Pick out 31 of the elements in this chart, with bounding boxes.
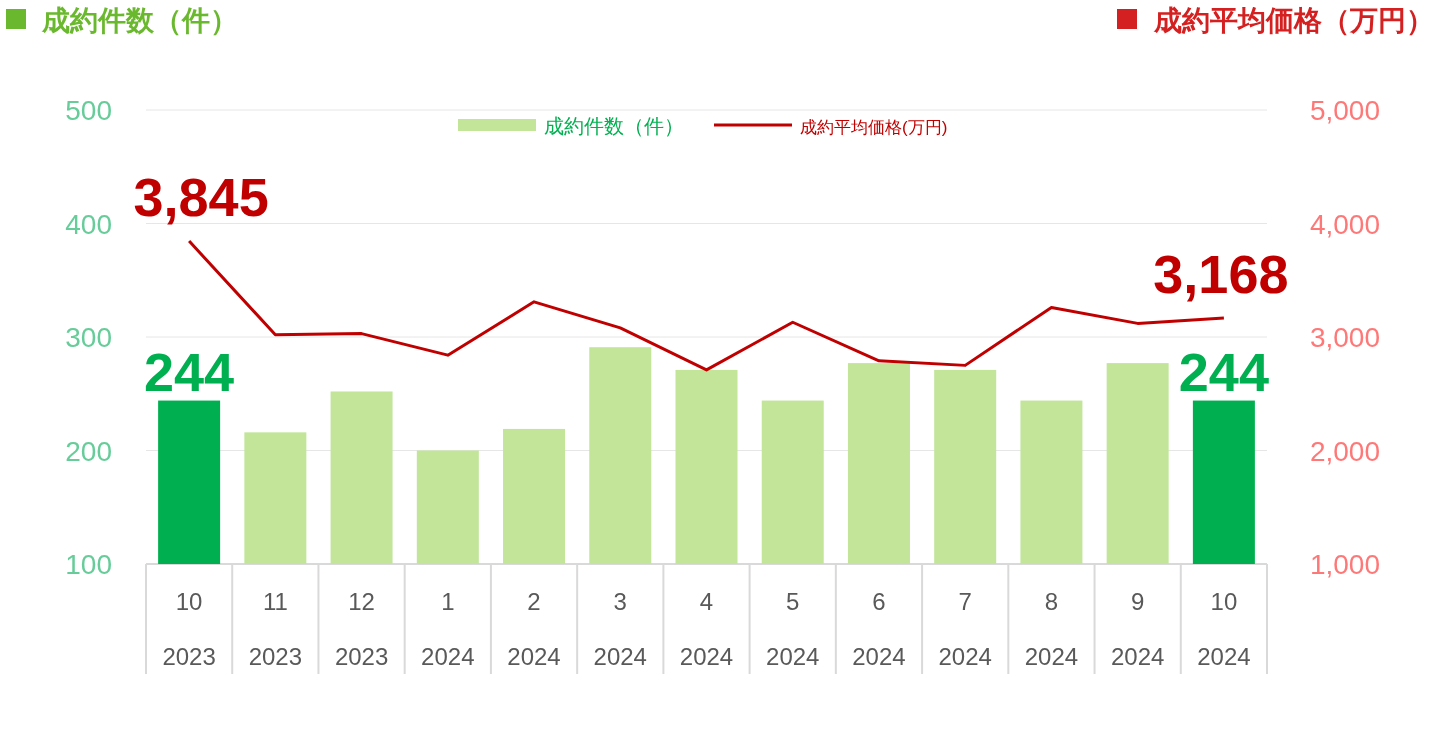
y2-tick-label: 5,000 [1309, 95, 1380, 126]
y2-tick-label: 4,000 [1309, 208, 1380, 240]
x-tick-label: 1 2024 [421, 588, 475, 670]
legend-label: 成約平均価格(万円) [800, 118, 948, 137]
y2-axis-title: 成約平均価格（万円） [1153, 5, 1434, 36]
x-tick-label: 4 2024 [679, 588, 734, 670]
y-tick-label: 100 [65, 549, 112, 580]
x-tick-label: 6 2024 [852, 588, 906, 670]
y-tick-label: 400 [65, 208, 112, 240]
data-label: 3,845 [133, 167, 269, 228]
x-tick-label: 10 2023 [162, 588, 216, 670]
legend-label: 成約件数（件） [544, 115, 684, 137]
x-tick-label: 9 2024 [1110, 588, 1165, 670]
x-tick-label: 12 2023 [334, 588, 389, 670]
y2-tick-label: 1,000 [1309, 549, 1380, 580]
data-label: 244 [1178, 341, 1269, 402]
y-tick-label: 500 [65, 95, 112, 126]
data-label: 3,168 [1153, 243, 1289, 304]
y2-tick-label: 2,000 [1309, 435, 1380, 467]
x-tick-label: 5 2024 [766, 588, 820, 670]
x-tick-label: 3 2024 [593, 588, 647, 670]
x-tick-label: 11 2023 [248, 588, 303, 670]
y-axis-title: 成約件数（件） [41, 5, 238, 36]
y2-tick-label: 3,000 [1309, 322, 1380, 353]
y-tick-label: 200 [65, 435, 112, 467]
y-tick-label: 300 [65, 322, 112, 353]
x-tick-label: 10 2024 [1197, 588, 1251, 670]
x-tick-label: 7 2024 [938, 588, 992, 670]
x-tick-label: 8 2024 [1024, 588, 1079, 670]
x-tick-label: 2 2024 [507, 588, 561, 670]
data-label: 244 [144, 341, 235, 402]
